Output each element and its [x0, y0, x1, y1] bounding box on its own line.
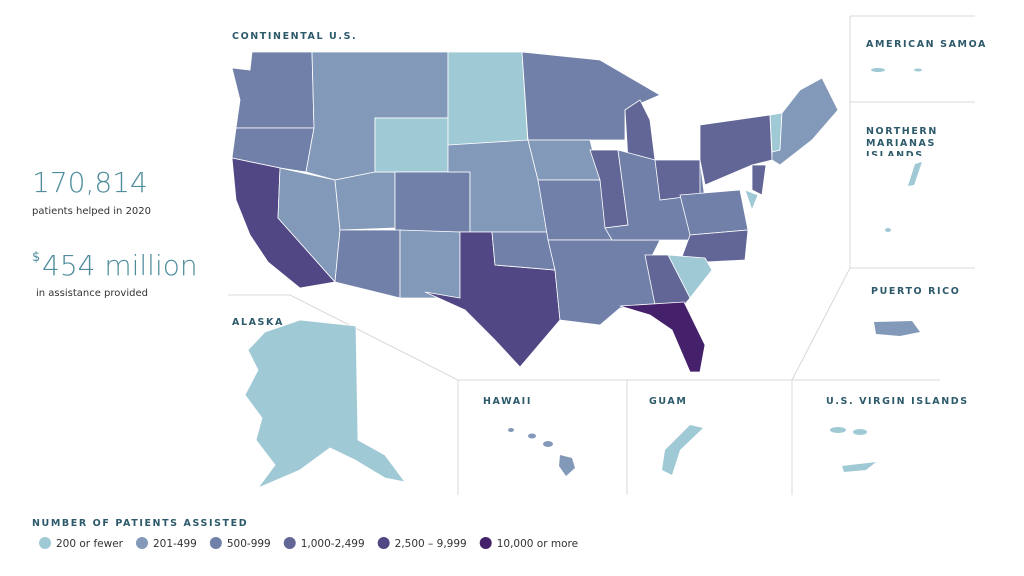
region-label-box: NORTHERN MARIANAS ISLANDS: [866, 126, 938, 156]
legend-label: 500-999: [227, 538, 271, 550]
island: [662, 425, 703, 475]
state: [399, 229, 461, 299]
state: [744, 189, 759, 212]
island: [914, 68, 922, 72]
stat-value: 454 million: [42, 249, 198, 282]
legend-title: NUMBER OF PATIENTS ASSISTED: [32, 518, 248, 529]
state: [751, 164, 767, 196]
legend-label: 201-499: [153, 538, 197, 550]
state: [624, 99, 656, 161]
island: [508, 428, 514, 432]
region-label: U.S. VIRGIN ISLANDS: [826, 396, 969, 407]
region-label: NORTHERN MARIANAS ISLANDS: [866, 126, 938, 156]
island: [543, 441, 553, 447]
stat-label: in assistance provided: [36, 288, 148, 299]
legend-label: 1,000-2,499: [301, 538, 365, 550]
stat-label: patients helped in 2020: [32, 206, 151, 217]
state: [231, 51, 315, 129]
region-label: GUAM: [649, 396, 687, 407]
legend-label: 200 or fewer: [56, 538, 124, 550]
state: [394, 171, 471, 233]
legend-label: 2,500 – 9,999: [395, 538, 467, 550]
island: [830, 427, 846, 433]
legend: 200 or fewer 201-499 500-999 1,000-2,499 2,5…: [39, 537, 578, 550]
region-label: HAWAII: [483, 396, 532, 407]
island: [871, 68, 885, 72]
state: [491, 231, 556, 271]
island: [908, 162, 922, 186]
region-label: CONTINENTAL U.S.: [232, 31, 357, 42]
island: [842, 462, 876, 472]
state: [619, 301, 706, 373]
stat-prefix: $: [32, 250, 40, 265]
states: [231, 51, 839, 373]
state: [644, 254, 691, 306]
island: [528, 433, 536, 439]
state: [334, 171, 396, 231]
legend-swatch: [39, 537, 51, 549]
region-label: AMERICAN SAMOA: [866, 39, 987, 50]
state: [334, 229, 401, 299]
territories: [244, 68, 922, 489]
legend-label: 10,000 or more: [497, 538, 578, 550]
alaska: [244, 319, 406, 489]
island: [885, 228, 891, 232]
state: [547, 239, 661, 326]
legend-swatch: [283, 537, 296, 549]
island: [853, 429, 867, 435]
legend-swatch: [377, 537, 390, 549]
state: [231, 127, 315, 173]
legend-swatch: [479, 537, 492, 549]
legend-swatch: [135, 537, 148, 549]
dividers: [228, 15, 975, 495]
island: [874, 321, 920, 336]
island: [559, 455, 575, 476]
state: [447, 51, 529, 146]
state: [679, 189, 749, 236]
legend-swatch: [209, 537, 222, 549]
state: [771, 77, 839, 166]
region-label: PUERTO RICO: [871, 286, 960, 297]
state: [527, 139, 601, 181]
stat-value: 170,814: [32, 166, 148, 199]
region-label: ALASKA: [232, 317, 284, 328]
state: [374, 117, 449, 173]
